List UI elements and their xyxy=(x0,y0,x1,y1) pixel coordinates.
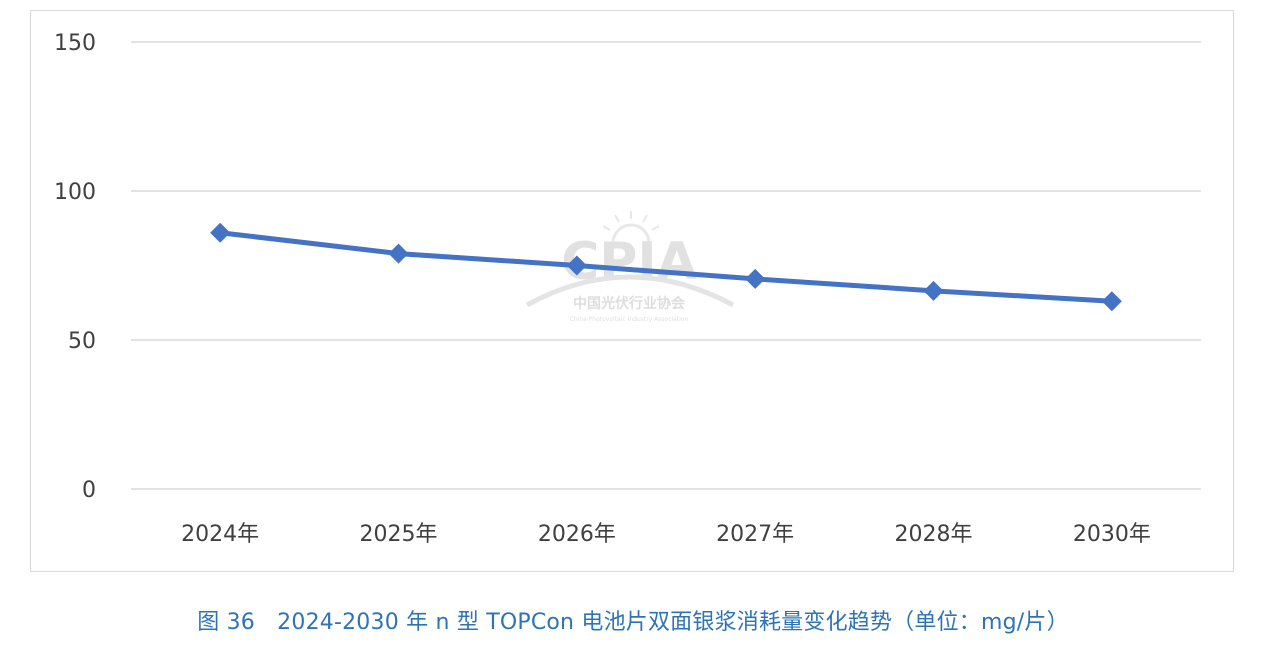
line-chart: 0 50 100 150 2024年 2025年 2026年 2027年 2028年 2030年… xyxy=(54,31,1201,547)
watermark-org-name-cn: 中国光伏行业协会 xyxy=(573,295,686,312)
series-layer xyxy=(210,222,1122,312)
chart-frame: 0 50 100 150 2024年 2025年 2026年 2027年 2028年 2030年… xyxy=(30,10,1234,572)
y-axis-ticks: 0 50 100 150 xyxy=(54,31,96,503)
x-tick-label: 2025年 xyxy=(360,522,438,547)
data-point-marker xyxy=(388,243,409,264)
watermark-logo-text: CPIA xyxy=(561,232,697,292)
watermark-swoosh xyxy=(525,274,735,308)
data-point-marker xyxy=(1101,291,1122,312)
data-point-marker xyxy=(566,255,587,276)
data-point-marker xyxy=(210,222,231,243)
x-tick-label: 2028年 xyxy=(895,522,973,547)
x-tick-label: 2026年 xyxy=(538,522,616,547)
y-tick-label: 150 xyxy=(54,31,96,56)
gridlines xyxy=(131,41,1201,490)
sun-icon xyxy=(602,211,660,244)
watermark-org-name-en: China Photovoltaic Industry Association xyxy=(570,316,689,323)
y-tick-label: 50 xyxy=(68,329,96,354)
y-tick-label: 0 xyxy=(82,478,96,503)
x-tick-label: 2024年 xyxy=(181,522,259,547)
figure-caption: 图 36 2024-2030 年 n 型 TOPCon 电池片双面银浆消耗量变化… xyxy=(197,610,1069,635)
x-tick-label: 2030年 xyxy=(1073,522,1151,547)
data-point-marker xyxy=(745,268,766,289)
y-tick-label: 100 xyxy=(54,180,96,205)
x-axis-ticks: 2024年 2025年 2026年 2027年 2028年 2030年 xyxy=(181,522,1151,547)
x-tick-label: 2027年 xyxy=(716,522,794,547)
cpia-watermark: CPIA 中国光伏行业协会 China Photovoltaic Industr… xyxy=(525,211,735,323)
data-point-marker xyxy=(923,280,944,301)
series-line xyxy=(219,230,1112,304)
